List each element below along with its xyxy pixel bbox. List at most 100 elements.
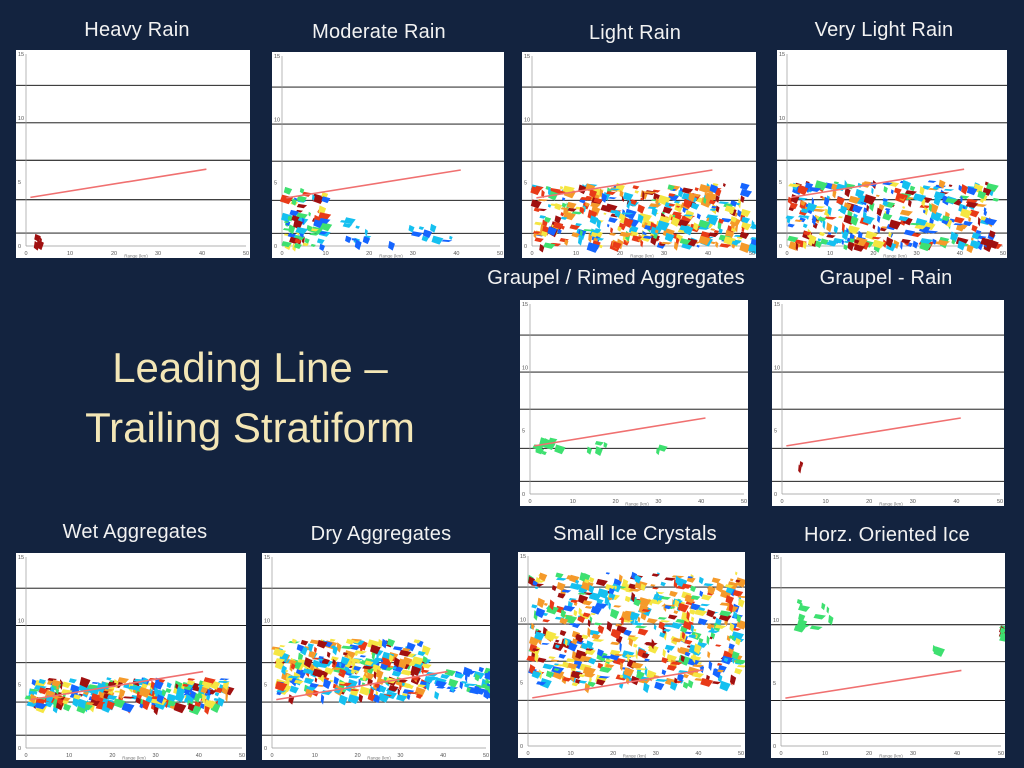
echo-cell [683,673,689,679]
echo-cell [710,627,715,634]
echo-cell [914,224,927,230]
echo-cell [570,599,579,604]
echo-cell [288,224,296,235]
echo-cell [51,679,62,687]
echo-cell [39,236,42,247]
echo-cell [566,201,577,209]
echo-cell [336,642,342,653]
echo-cell [579,206,584,214]
echo-cell [871,187,874,195]
echo-cell [586,446,592,455]
echo-cell [643,682,650,694]
echo-cell [590,613,597,616]
melting-layer-line [276,670,448,701]
echo-cell [141,699,150,711]
echo-cell [625,240,630,243]
panel-title-heavy-rain: Heavy Rain [84,19,190,41]
echo-cell [900,238,911,244]
echo-cell [740,189,753,198]
echo-cell [932,186,940,191]
echo-cell [399,684,402,691]
echo-cell [606,621,613,632]
echo-cell [294,238,302,244]
echo-cell [822,218,826,230]
echo-cell [568,642,578,652]
echo-cell [588,584,595,594]
echo-cell [664,232,675,242]
y-tick-label: 5 [773,681,776,687]
echo-cell [681,187,694,194]
echo-cell [549,203,560,207]
echo-cell [800,208,810,214]
y-tick-label: 0 [18,244,21,250]
echo-cell [709,208,717,211]
x-tick-label: 50 [997,499,1003,505]
echo-cell [833,225,839,234]
echo-cell [560,216,568,220]
echo-cell [733,611,737,620]
echo-cell [462,666,473,678]
echo-cell [214,692,220,697]
echo-cell [319,243,326,252]
echo-cell [425,676,439,681]
echo-cell [677,673,685,682]
echo-cell [569,623,579,626]
echo-cell [933,196,941,206]
echo-cell [484,672,490,681]
echo-cell [627,653,630,663]
echo-cell [558,653,567,659]
echo-cell [537,597,545,609]
echo-cell [392,666,397,670]
echo-cell [582,592,593,595]
echo-cell [444,669,457,677]
echo-cell [617,226,622,232]
echo-cell [584,579,590,584]
echo-cell [187,678,196,681]
echo-cell [715,188,722,197]
echo-cell [977,190,987,200]
echo-cell [673,610,679,614]
echo-cell [359,686,372,696]
echo-cell [941,215,950,222]
echo-cell [735,577,745,588]
echo-cell [739,231,750,239]
echo-cell [850,215,859,226]
x-tick-label: 10 [570,499,576,505]
echo-cell [650,584,656,587]
slide-title-line-1: Leading Line – [112,344,388,391]
echo-cell [676,205,681,208]
echo-cell [362,236,371,245]
echo-cell [843,244,849,251]
echo-cell [91,681,100,685]
echo-cell [63,703,72,712]
echo-cell [813,208,826,212]
y-tick-label: 15 [18,52,24,58]
echo-cell [597,648,604,657]
echo-cell [686,576,696,583]
x-tick-label: 50 [738,751,744,757]
echo-cell [339,668,346,674]
echo-cell [692,652,697,664]
echo-cell [431,235,444,245]
echo-cell [173,702,187,714]
echo-cell [348,644,361,651]
echo-cell [653,624,657,631]
y-tick-label: 0 [773,744,776,750]
echo-cell [534,631,545,641]
echo-cell [620,611,634,622]
x-axis-label: Range (km) [623,754,647,759]
echo-cell [662,648,666,658]
echo-cell [787,223,795,228]
echo-cell [954,216,965,224]
echo-cell [655,229,659,234]
echo-cell [641,608,652,613]
echo-cell [34,233,41,242]
echo-cell [677,219,690,228]
echo-cell [989,230,996,238]
echo-cell [607,597,613,601]
echo-cell [398,649,412,657]
echo-cell [630,611,640,621]
echo-cell [156,694,165,704]
